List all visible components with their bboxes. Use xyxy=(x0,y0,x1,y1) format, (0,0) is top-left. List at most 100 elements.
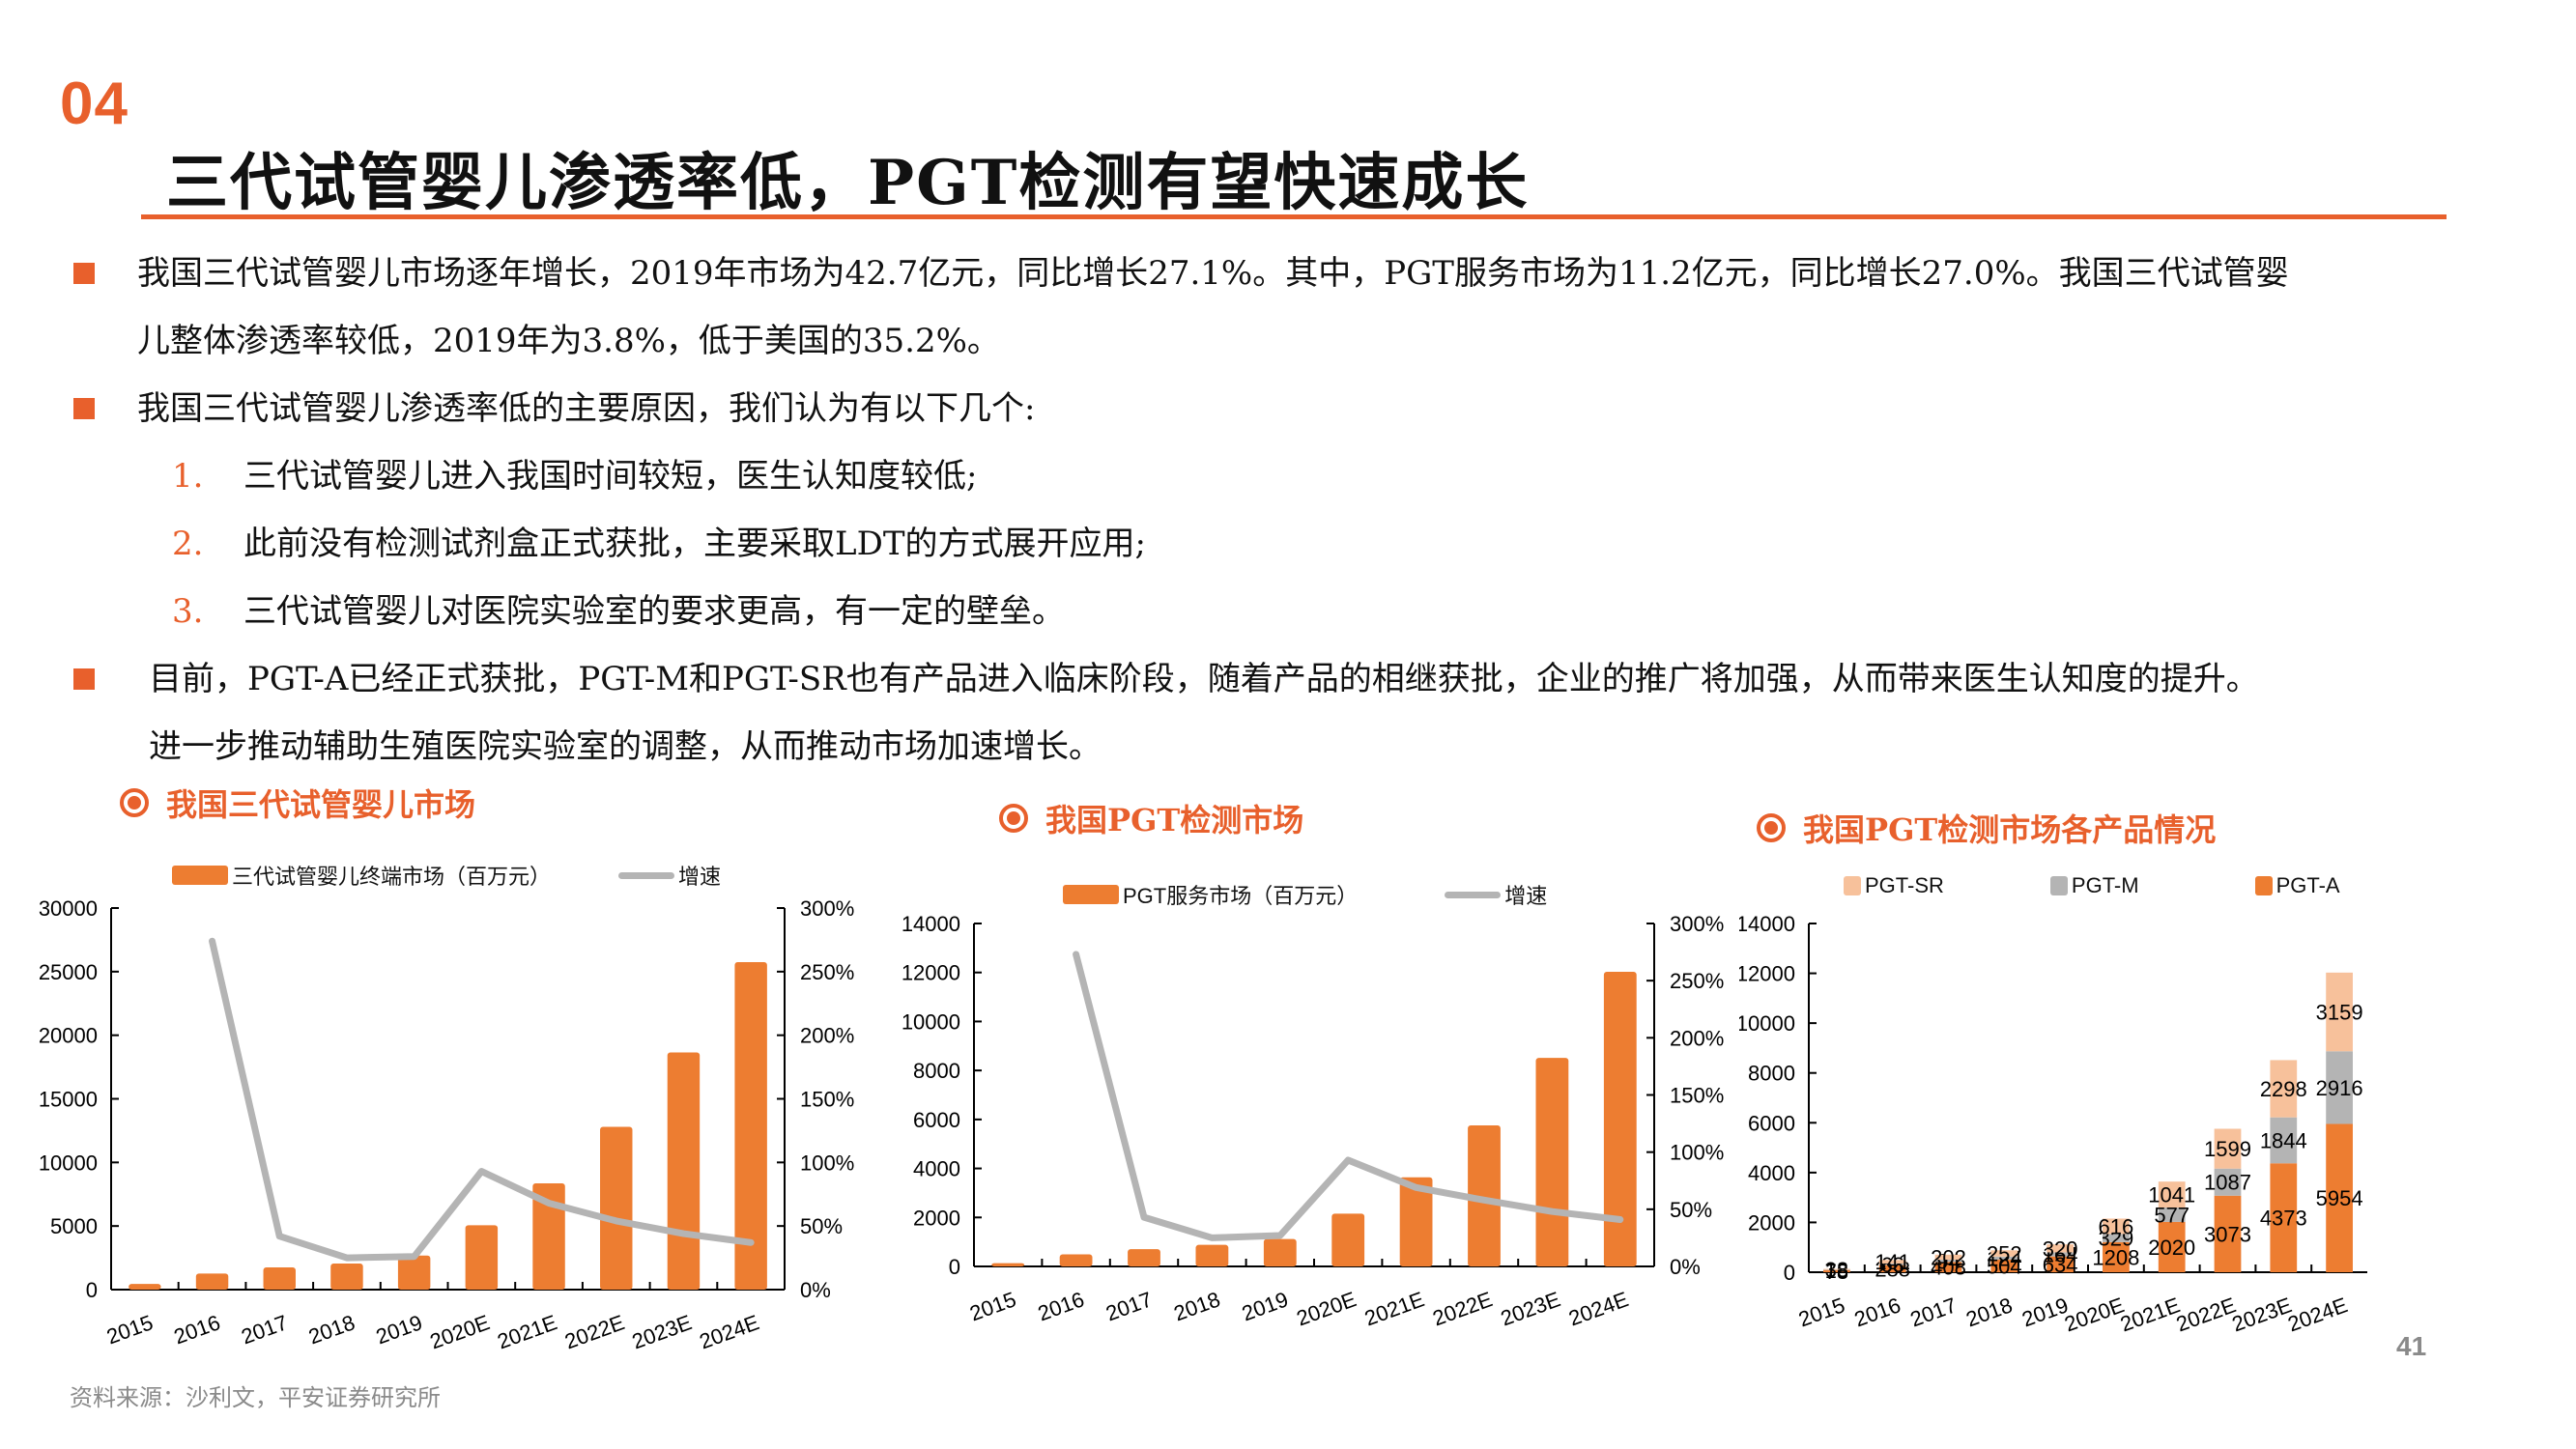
chart-2-title-text: 我国PGT检测市场 xyxy=(1045,802,1304,838)
svg-text:2015: 2015 xyxy=(103,1310,157,1349)
bar xyxy=(397,1255,431,1290)
chart-1-plot: 0 5000 10000 15000 20000 25000 30000 2015 2016 20… xyxy=(0,889,870,1353)
bar-segment xyxy=(1934,1262,1962,1272)
bar xyxy=(195,1273,229,1290)
svg-text:25000: 25000 xyxy=(39,960,98,984)
svg-text:2916: 2916 xyxy=(2316,1076,2363,1100)
svg-text:2000: 2000 xyxy=(913,1206,960,1230)
bar xyxy=(465,1225,499,1290)
svg-text:2020: 2020 xyxy=(2148,1236,2195,1260)
bar xyxy=(734,961,767,1290)
chart-svg: 0 2000 4000 6000 8000 10000 12000 14000 2015 2016… xyxy=(902,912,1724,1330)
svg-text:63: 63 xyxy=(1880,1253,1903,1277)
bar-segment xyxy=(2214,1168,2242,1196)
legend-bar-swatch-icon xyxy=(172,866,228,885)
target-icon xyxy=(120,788,149,817)
bar-segment xyxy=(2270,1163,2298,1272)
svg-text:141: 141 xyxy=(1875,1250,1910,1274)
svg-text:2016: 2016 xyxy=(1851,1293,1904,1331)
bar-segment xyxy=(1990,1260,2018,1272)
svg-text:100%: 100% xyxy=(1670,1141,1724,1165)
chart-1-title: 我国三代试管婴儿市场 xyxy=(120,781,475,825)
bullet-2-line-1: 我国三代试管婴儿渗透率低的主要原因，我们认为有以下几个: xyxy=(137,389,1036,428)
svg-text:2018: 2018 xyxy=(305,1310,358,1349)
svg-text:1041: 1041 xyxy=(2148,1183,2195,1208)
bar-segment xyxy=(2214,1128,2242,1169)
svg-text:100%: 100% xyxy=(800,1151,854,1175)
svg-text:15000: 15000 xyxy=(39,1088,98,1112)
bar-segment xyxy=(2158,1208,2186,1222)
bar-segment xyxy=(1934,1254,1962,1261)
growth-line xyxy=(1073,951,1624,1241)
svg-text:2298: 2298 xyxy=(2260,1077,2307,1101)
svg-text:252: 252 xyxy=(1987,1242,2022,1266)
legend-pgt-sr-swatch-icon xyxy=(1844,876,1861,895)
bullet-3: 目前，PGT-A已经正式获批，PGT-M和PGT-SR也有产品进入临床阶段，随着… xyxy=(70,645,2543,781)
sub-item-text: 三代试管婴儿对医院实验室的要求更高，有一定的壁垒。 xyxy=(243,592,1065,631)
svg-text:8000: 8000 xyxy=(913,1059,960,1083)
svg-text:78: 78 xyxy=(1825,1260,1848,1284)
sub-item-number: 2. xyxy=(172,525,204,563)
bar xyxy=(667,1052,701,1290)
svg-text:38: 38 xyxy=(1825,1258,1848,1282)
chart-1-legend: 三代试管婴儿终端市场（百万元） 增速 xyxy=(172,860,721,891)
chart-svg: 0 5000 10000 15000 20000 25000 30000 2015 2016 20… xyxy=(39,896,854,1353)
svg-text:2017: 2017 xyxy=(1102,1287,1156,1325)
bar xyxy=(991,1263,1025,1266)
bar-segment xyxy=(2158,1221,2186,1272)
svg-text:300%: 300% xyxy=(1670,912,1724,936)
bar-segment xyxy=(1878,1264,1906,1272)
sub-item-2: 2. 此前没有检测试剂盒正式获批，主要采取LDT的方式展开应用; xyxy=(70,510,2543,578)
chart-3-legend: PGT-SR PGT-M PGT-A xyxy=(1844,873,2340,898)
svg-text:4000: 4000 xyxy=(1748,1161,1795,1185)
chart-2-legend: PGT服务市场（百万元） 增速 xyxy=(1063,879,1547,910)
legend-pgt-m-swatch-icon xyxy=(2049,876,2068,895)
svg-text:1087: 1087 xyxy=(2204,1171,2251,1195)
svg-text:200%: 200% xyxy=(1670,1026,1724,1050)
svg-text:2024E: 2024E xyxy=(2284,1293,2350,1336)
svg-text:2017: 2017 xyxy=(238,1310,291,1349)
chart-3-title: 我国PGT检测市场各产品情况 xyxy=(1757,806,2216,850)
bullet-square-icon xyxy=(73,668,95,690)
svg-text:2020E: 2020E xyxy=(1294,1287,1360,1330)
svg-text:2018: 2018 xyxy=(1962,1293,2016,1331)
svg-text:200%: 200% xyxy=(800,1024,854,1048)
bullet-2: 我国三代试管婴儿渗透率低的主要原因，我们认为有以下几个: xyxy=(70,375,2543,442)
bar xyxy=(1263,1238,1297,1266)
bar xyxy=(1535,1058,1569,1266)
bar xyxy=(1468,1124,1501,1266)
svg-text:3073: 3073 xyxy=(2204,1222,2251,1246)
legend-label: 增速 xyxy=(678,865,722,889)
bar-segment xyxy=(1990,1256,2018,1261)
svg-text:2000: 2000 xyxy=(1748,1210,1795,1235)
svg-text:14000: 14000 xyxy=(902,912,960,936)
svg-text:10000: 10000 xyxy=(39,1151,98,1175)
sub-item-number: 1. xyxy=(172,457,204,496)
bar xyxy=(600,1126,633,1290)
bar-segment xyxy=(2270,1060,2298,1118)
svg-text:150%: 150% xyxy=(1670,1084,1724,1108)
svg-text:10000: 10000 xyxy=(1739,1011,1795,1036)
sub-item-1: 1. 三代试管婴儿进入我国时间较短，医生认知度较低; xyxy=(70,442,2543,510)
bullet-square-icon xyxy=(73,398,95,419)
bullet-1: 我国三代试管婴儿市场逐年增长，2019年市场为42.7亿元，同比增长27.1%。… xyxy=(70,240,2543,375)
title-divider xyxy=(141,214,2447,219)
svg-text:2018: 2018 xyxy=(1171,1287,1224,1325)
bar-segment xyxy=(2326,972,2353,1052)
chart-3-plot: 0 2000 4000 6000 8000 10000 12000 14000 2015 2016… xyxy=(1736,908,2576,1352)
svg-text:4373: 4373 xyxy=(2260,1207,2307,1231)
chart-2-title: 我国PGT检测市场 xyxy=(999,796,1303,840)
sub-item-text: 此前没有检测试剂盒正式获批，主要采取LDT的方式展开应用; xyxy=(243,525,1146,563)
legend-label: PGT-M xyxy=(2071,873,2139,897)
target-icon xyxy=(1757,813,1786,842)
bar xyxy=(1331,1213,1365,1266)
svg-text:150%: 150% xyxy=(800,1088,854,1112)
svg-text:2015: 2015 xyxy=(966,1287,1019,1325)
bar-segment xyxy=(2103,1218,2130,1235)
bar xyxy=(263,1266,296,1290)
bar-segment xyxy=(1878,1260,1906,1264)
bar-segment xyxy=(2326,1051,2353,1124)
bullet-list: 我国三代试管婴儿市场逐年增长，2019年市场为42.7亿元，同比增长27.1%。… xyxy=(70,240,2543,781)
bar-segment xyxy=(2158,1181,2186,1208)
bar-segment xyxy=(2046,1244,2074,1253)
